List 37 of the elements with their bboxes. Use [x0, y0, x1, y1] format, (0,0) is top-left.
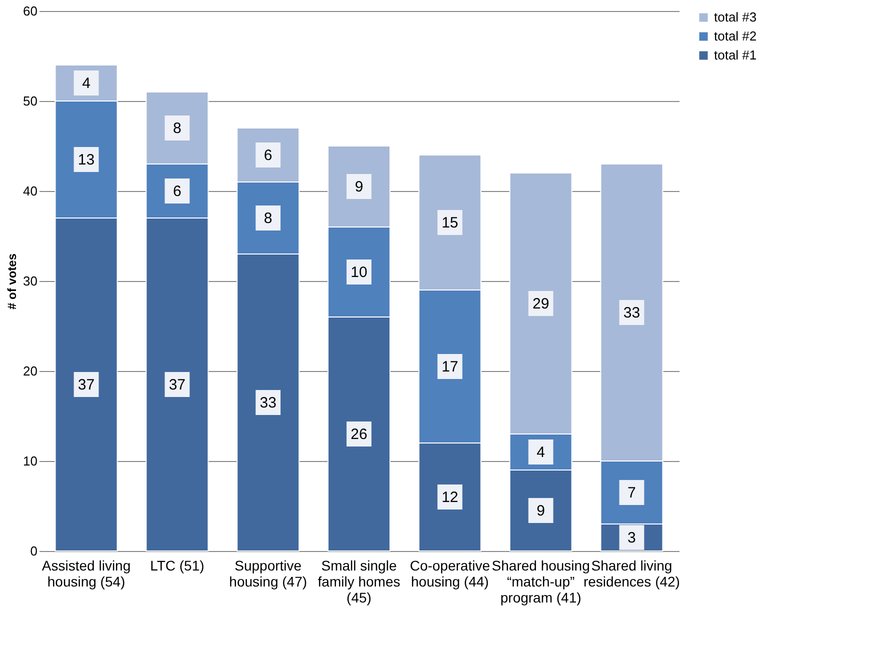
data-label: 33: [623, 304, 640, 322]
y-tick-label: 0: [30, 544, 38, 558]
data-label: 29: [532, 296, 550, 312]
y-tick-label: 10: [23, 454, 38, 468]
y-tick-label: 30: [23, 274, 38, 288]
data-label: 7: [628, 484, 636, 502]
data-label: 8: [264, 210, 272, 227]
x-tick-label: Co-operative housing (44): [410, 558, 490, 590]
y-tick-label: 40: [23, 184, 38, 198]
data-label: 3: [628, 530, 636, 546]
data-label: 10: [350, 264, 368, 281]
legend-label: total #3: [714, 10, 757, 24]
y-tick-label: 20: [23, 364, 38, 378]
x-tick-label: LTC (51): [150, 558, 204, 574]
data-label: 6: [173, 183, 182, 200]
data-label: 6: [264, 147, 272, 164]
y-tick-label: 50: [23, 94, 38, 108]
data-label: 13: [78, 152, 95, 168]
data-label: 37: [168, 376, 186, 394]
y-axis-title: # of votes: [5, 253, 20, 310]
data-label: 17: [442, 358, 458, 376]
legend-label: total #2: [714, 28, 757, 44]
x-tick-label: Assisted living housing (54): [42, 558, 131, 590]
y-tick-label: 60: [23, 4, 38, 18]
data-label: 12: [442, 489, 458, 506]
data-label: 8: [173, 120, 182, 137]
data-label: 4: [82, 75, 90, 92]
data-label: 9: [354, 178, 364, 196]
legend-label: total #1: [714, 48, 757, 62]
data-label: 15: [442, 214, 458, 232]
data-label: 33: [260, 394, 276, 412]
data-label: 4: [536, 444, 545, 461]
x-tick-label: Small single family homes (45): [318, 558, 400, 606]
data-label: 26: [350, 426, 368, 443]
x-tick-label: Supportive housing (47): [229, 558, 308, 590]
data-label: 9: [536, 502, 545, 520]
data-label: 37: [78, 376, 95, 394]
